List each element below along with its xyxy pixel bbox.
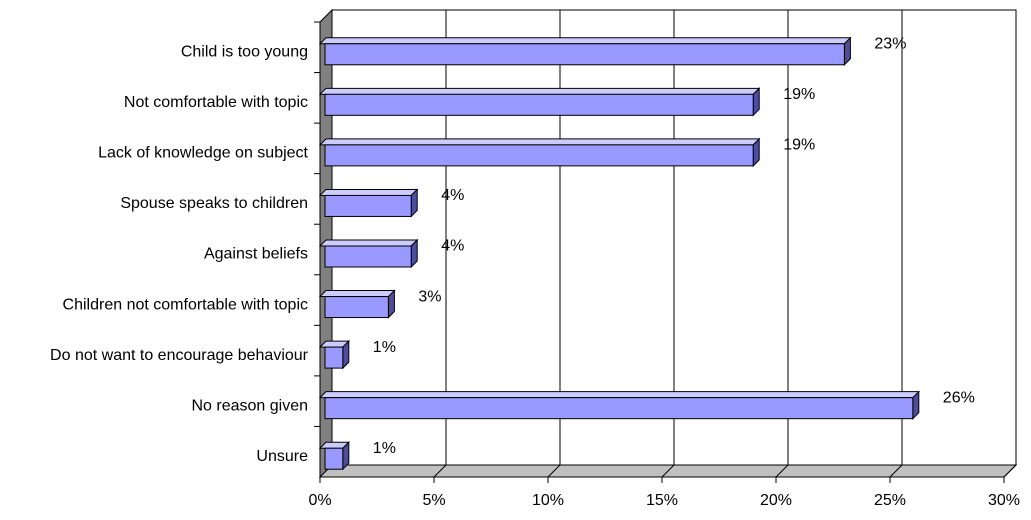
- floor-gridline: [661, 464, 675, 478]
- floor-gridline: [889, 464, 903, 478]
- x-tick-label: 20%: [760, 492, 792, 509]
- data-label: 1%: [373, 440, 396, 457]
- x-tick-label: 10%: [532, 492, 564, 509]
- bar: [324, 397, 914, 420]
- bar-top: [318, 290, 396, 298]
- bar: [324, 144, 754, 167]
- bar: [324, 93, 754, 116]
- bar-top: [318, 239, 419, 247]
- data-label: 23%: [874, 35, 906, 52]
- x-tick-label: 15%: [646, 492, 678, 509]
- gridlines: [314, 10, 1017, 483]
- category-label: Spouse speaks to children: [120, 195, 308, 212]
- x-tick-labels: 0% 5% 10% 15% 20% 25% 30%: [308, 492, 1020, 509]
- x-tick-label: 25%: [874, 492, 906, 509]
- data-label: 19%: [783, 137, 815, 154]
- data-labels: 23% 19% 19% 4% 4% 3% 1% 26% 1%: [373, 35, 975, 456]
- category-label: Against beliefs: [204, 246, 308, 263]
- category-label: No reason given: [191, 397, 308, 414]
- bar-top: [318, 188, 419, 196]
- x-tick-label: 0%: [308, 492, 331, 509]
- bar: [324, 346, 344, 369]
- bar-top: [318, 391, 921, 399]
- data-label: 19%: [783, 86, 815, 103]
- category-labels: Child is too young Not comfortable with t…: [50, 43, 309, 464]
- floor-gridline: [547, 464, 561, 478]
- bar: [324, 447, 344, 470]
- floor-gridline: [1003, 464, 1017, 478]
- data-label: 26%: [943, 389, 975, 406]
- floor-gridline: [775, 464, 789, 478]
- x-tick-label: 30%: [988, 492, 1020, 509]
- bar: [324, 296, 389, 319]
- category-label: Do not want to encourage behaviour: [50, 347, 309, 364]
- data-label: 4%: [441, 238, 464, 255]
- bars: [318, 36, 921, 471]
- floor-gridline: [433, 464, 447, 478]
- category-label: Not comfortable with topic: [124, 94, 308, 111]
- category-label: Unsure: [256, 448, 308, 465]
- bar-top: [318, 138, 761, 146]
- category-label: Children not comfortable with topic: [63, 296, 308, 313]
- bar: [324, 43, 845, 66]
- data-label: 4%: [441, 187, 464, 204]
- data-label: 1%: [373, 339, 396, 356]
- x-tick-label: 5%: [422, 492, 445, 509]
- bar: [324, 194, 412, 217]
- category-label: Child is too young: [181, 43, 308, 60]
- bar: [324, 245, 412, 268]
- category-label: Lack of knowledge on subject: [98, 145, 308, 162]
- bar-top: [318, 87, 761, 95]
- data-label: 3%: [418, 288, 441, 305]
- bar-top: [318, 37, 852, 45]
